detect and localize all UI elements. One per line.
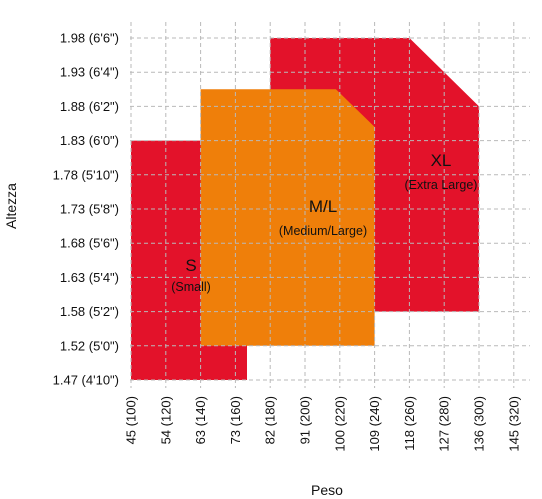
x-tick-label: 118 (260) xyxy=(402,396,417,451)
y-tick-label: 1.52 (5'0") xyxy=(60,338,119,353)
x-tick-label: 100 (220) xyxy=(332,396,347,452)
y-tick-label: 1.93 (6'4") xyxy=(60,65,119,80)
grid-layer xyxy=(130,22,530,388)
y-tick-labels: 1.47 (4'10") 1.52 (5'0") 1.58 (5'2") 1.63 (… xyxy=(53,31,119,388)
y-tick-label: 1.98 (6'6") xyxy=(60,31,119,46)
x-tick-label: 127 (280) xyxy=(437,396,452,452)
y-tick-label: 1.88 (6'2") xyxy=(60,99,119,114)
x-tick-labels: 45 (100) 54 (120) 63 (140) 73 (160) 82 (180)… xyxy=(124,396,522,452)
y-tick-label: 1.83 (6'0") xyxy=(60,133,119,148)
y-axis-title: Altezza xyxy=(3,183,19,229)
x-tick-label: 54 (120) xyxy=(158,396,173,444)
y-tick-label: 1.68 (5'6") xyxy=(60,236,119,251)
region-m-l xyxy=(200,89,375,346)
region-labels: XL (Extra Large) S (Small) M/L (Medium/Large) xyxy=(171,151,477,294)
region-name-label: (Medium/Large) xyxy=(279,224,367,238)
y-tick-label: 1.73 (5'8") xyxy=(60,202,119,217)
x-tick-label: 91 (200) xyxy=(298,396,313,444)
x-axis-title: Peso xyxy=(311,482,343,498)
y-tick-label: 1.63 (5'4") xyxy=(60,270,119,285)
x-tick-label: 82 (180) xyxy=(263,396,278,444)
region-code-label: M/L xyxy=(309,197,337,216)
x-tick-label: 145 (320) xyxy=(506,396,521,452)
y-tick-label: 1.47 (4'10") xyxy=(53,373,119,388)
x-tick-label: 63 (140) xyxy=(193,396,208,444)
y-tick-label: 1.78 (5'10") xyxy=(53,167,119,182)
x-tick-label: 73 (160) xyxy=(228,396,243,444)
region-name-label: (Extra Large) xyxy=(405,178,478,192)
y-tick-label: 1.58 (5'2") xyxy=(60,304,119,319)
region-name-label: (Small) xyxy=(171,280,211,294)
x-tick-label: 136 (300) xyxy=(472,396,487,452)
region-code-label: XL xyxy=(431,151,452,170)
x-tick-label: 109 (240) xyxy=(367,396,382,452)
x-tick-label: 45 (100) xyxy=(124,396,139,444)
region-code-label: S xyxy=(185,256,196,275)
